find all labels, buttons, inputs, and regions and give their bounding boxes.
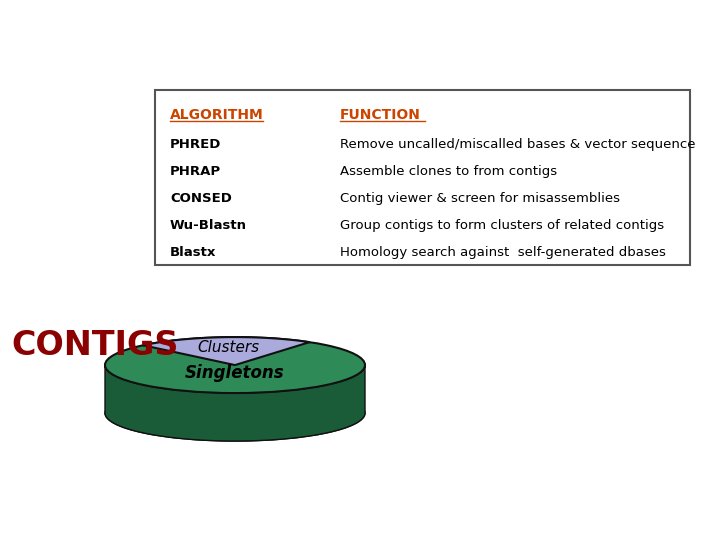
FancyBboxPatch shape — [155, 90, 690, 265]
Polygon shape — [143, 337, 310, 365]
Ellipse shape — [105, 337, 365, 393]
Text: Remove uncalled/miscalled bases & vector sequence: Remove uncalled/miscalled bases & vector… — [340, 138, 696, 151]
Text: Contig viewer & screen for misassemblies: Contig viewer & screen for misassemblies — [340, 192, 620, 205]
Text: Assemble clones to from contigs: Assemble clones to from contigs — [340, 165, 557, 178]
Text: Homology search against  self-generated dbases: Homology search against self-generated d… — [340, 246, 666, 259]
Text: Singletons: Singletons — [185, 364, 285, 382]
Text: ALGORITHM: ALGORITHM — [170, 108, 264, 122]
Text: PHRAP: PHRAP — [170, 165, 221, 178]
Text: Group contigs to form clusters of related contigs: Group contigs to form clusters of relate… — [340, 219, 664, 232]
Text: FUNCTION: FUNCTION — [340, 108, 421, 122]
Polygon shape — [105, 365, 365, 441]
Text: Clusters: Clusters — [198, 340, 260, 355]
Text: CONSED: CONSED — [170, 192, 232, 205]
Text: PHRED: PHRED — [170, 138, 221, 151]
Text: EST Analysis : Clustering: EST Analysis : Clustering — [137, 21, 564, 50]
Text: CONTIGS: CONTIGS — [12, 328, 179, 362]
Ellipse shape — [105, 385, 365, 441]
Text: Wu-Blastn: Wu-Blastn — [170, 219, 247, 232]
Text: Blastx: Blastx — [170, 246, 217, 259]
